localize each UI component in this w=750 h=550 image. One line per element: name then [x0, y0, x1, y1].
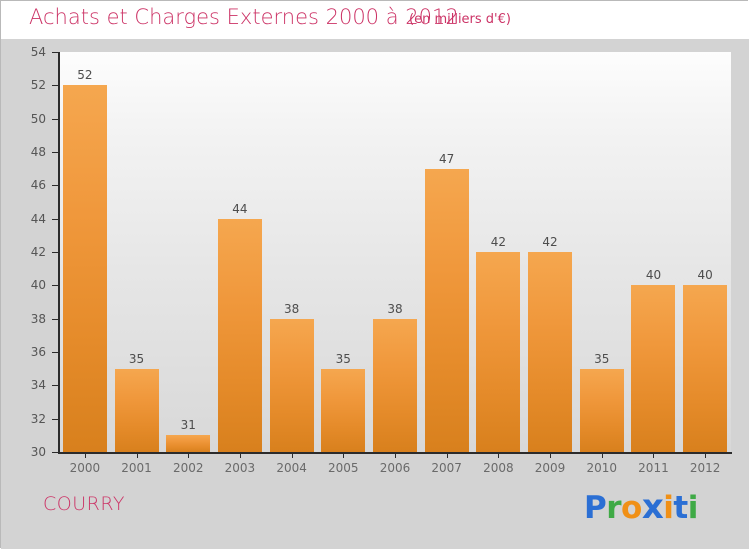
chart-subtitle: (en milliers d'€) [409, 12, 511, 27]
x-axis-label: 2007 [431, 461, 462, 475]
bar[interactable] [476, 252, 521, 452]
bar-value-label: 38 [283, 301, 300, 316]
bar[interactable] [166, 435, 211, 452]
x-axis-tick [601, 453, 603, 458]
bar[interactable] [424, 168, 469, 452]
x-axis-tick [136, 453, 138, 458]
y-axis-tick [52, 152, 60, 153]
y-axis-tick [52, 118, 60, 120]
y-axis-label: 50 [30, 111, 46, 126]
bar-value-label: 35 [128, 351, 145, 366]
x-axis-tick [705, 453, 707, 458]
bar-value-label: 42 [542, 235, 558, 249]
y-axis-tick [52, 52, 60, 53]
x-axis-tick [291, 453, 293, 458]
y-axis-tick [52, 385, 60, 387]
bar[interactable] [217, 218, 262, 452]
logo-letter: t [673, 490, 688, 526]
bar-value-label: 35 [594, 351, 610, 366]
bar[interactable] [321, 368, 366, 452]
bar[interactable] [683, 285, 728, 452]
bar[interactable] [373, 318, 417, 452]
x-axis-tick [239, 453, 241, 458]
commune-name: COURRY [43, 493, 125, 515]
y-axis-label: 40 [30, 278, 46, 293]
y-axis-label: 34 [30, 378, 46, 393]
x-axis-label: 2004 [276, 461, 307, 475]
x-axis-tick [550, 453, 552, 458]
y-axis-label: 36 [30, 345, 46, 359]
y-axis-tick [52, 218, 60, 220]
bar-value-label: 42 [490, 235, 507, 249]
x-axis-label: 2001 [121, 461, 152, 475]
logo-letter: r [606, 490, 622, 526]
y-axis-tick [52, 318, 60, 320]
y-axis-label: 44 [30, 211, 46, 226]
y-axis-label: 42 [30, 245, 46, 259]
title-bar: Achats et Charges Externes 2000 à 2012 (… [1, 1, 749, 39]
y-axis-label: 52 [30, 78, 46, 93]
x-axis-label: 2009 [534, 461, 566, 475]
bar-value-label: 35 [335, 351, 351, 366]
logo-letter: P [584, 490, 607, 526]
bar-value-label: 47 [439, 151, 455, 166]
x-axis-tick [188, 453, 190, 458]
y-axis-tick [52, 352, 60, 353]
y-axis-tick [52, 452, 60, 453]
x-axis-label: 2008 [483, 461, 514, 475]
y-axis-tick [52, 252, 60, 253]
y-axis-label: 46 [30, 178, 46, 193]
bar-value-label: 44 [232, 201, 248, 216]
plot-panel: 30 32 34 36 38 40 42 44 46 48 50 52 54 2000 2001 2002 2… [1, 39, 749, 477]
y-axis-tick [52, 185, 60, 187]
x-axis-label: 2000 [69, 461, 101, 475]
y-axis-tick [52, 285, 60, 287]
y-axis-label: 30 [30, 445, 46, 459]
bar-value-label: 31 [180, 418, 196, 433]
proxiti-logo: Proxiti [584, 487, 698, 527]
y-axis-label: 38 [30, 311, 46, 326]
x-axis-tick [343, 453, 345, 458]
y-axis-tick [52, 85, 60, 87]
bar[interactable] [114, 368, 159, 452]
bar[interactable] [269, 318, 314, 452]
y-axis-label: 32 [30, 411, 46, 426]
bar[interactable] [579, 368, 624, 452]
x-axis-label: 2012 [689, 461, 721, 475]
x-axis-label: 2003 [224, 461, 256, 475]
logo-letter: x [641, 487, 664, 527]
bar[interactable] [62, 85, 107, 452]
logo-letter: i [663, 490, 674, 526]
x-axis-tick [395, 453, 396, 458]
x-axis-label: 2005 [328, 461, 359, 475]
bar-value-label: 52 [77, 68, 93, 83]
x-axis-tick [446, 453, 448, 458]
bar-value-label: 38 [387, 301, 403, 316]
y-axis-label: 54 [30, 45, 46, 59]
x-axis-label: 2006 [379, 461, 411, 475]
x-axis-tick [653, 453, 655, 458]
y-axis-tick [52, 418, 60, 420]
x-axis-label: 2010 [586, 461, 618, 475]
logo-letter: o [621, 490, 642, 526]
logo-letter: i [687, 490, 699, 526]
footer-bar: COURRY [1, 477, 749, 549]
bar-value-label: 40 [697, 268, 713, 283]
y-axis-label: 48 [30, 145, 46, 159]
page-title: Achats et Charges Externes 2000 à 2012 [29, 5, 459, 29]
x-axis-label: 2011 [638, 461, 669, 475]
x-axis-label: 2002 [172, 461, 204, 475]
bar[interactable] [528, 252, 573, 452]
bar[interactable] [631, 285, 676, 452]
x-axis-tick [84, 453, 86, 458]
bar-value-label: 40 [645, 268, 662, 283]
x-axis-tick [498, 453, 500, 458]
